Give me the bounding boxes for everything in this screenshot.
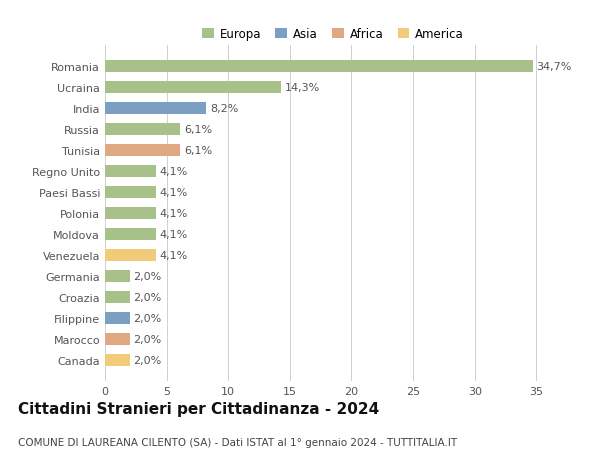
Bar [105,166,155,177]
Text: 2,0%: 2,0% [133,313,161,323]
Text: 6,1%: 6,1% [184,146,212,156]
Bar [105,250,155,261]
Legend: Europa, Asia, Africa, America: Europa, Asia, Africa, America [197,23,469,46]
Text: 8,2%: 8,2% [210,104,238,114]
Text: COMUNE DI LAUREANA CILENTO (SA) - Dati ISTAT al 1° gennaio 2024 - TUTTITALIA.IT: COMUNE DI LAUREANA CILENTO (SA) - Dati I… [18,437,457,447]
Bar [105,82,281,94]
Bar [105,291,130,303]
Text: 4,1%: 4,1% [159,167,187,177]
Text: 4,1%: 4,1% [159,230,187,239]
Text: 4,1%: 4,1% [159,208,187,218]
Text: 14,3%: 14,3% [285,83,320,93]
Bar [105,124,180,135]
Bar [105,333,130,345]
Text: 2,0%: 2,0% [133,355,161,365]
Bar [105,354,130,366]
Text: 2,0%: 2,0% [133,271,161,281]
Text: 4,1%: 4,1% [159,188,187,197]
Text: 2,0%: 2,0% [133,292,161,302]
Text: 6,1%: 6,1% [184,125,212,134]
Bar [105,313,130,324]
Text: 2,0%: 2,0% [133,334,161,344]
Text: Cittadini Stranieri per Cittadinanza - 2024: Cittadini Stranieri per Cittadinanza - 2… [18,401,379,416]
Bar [105,207,155,219]
Bar [105,229,155,240]
Bar [105,61,533,73]
Bar [105,270,130,282]
Bar [105,187,155,198]
Text: 34,7%: 34,7% [536,62,572,72]
Bar [105,145,180,157]
Bar [105,103,206,114]
Text: 4,1%: 4,1% [159,250,187,260]
